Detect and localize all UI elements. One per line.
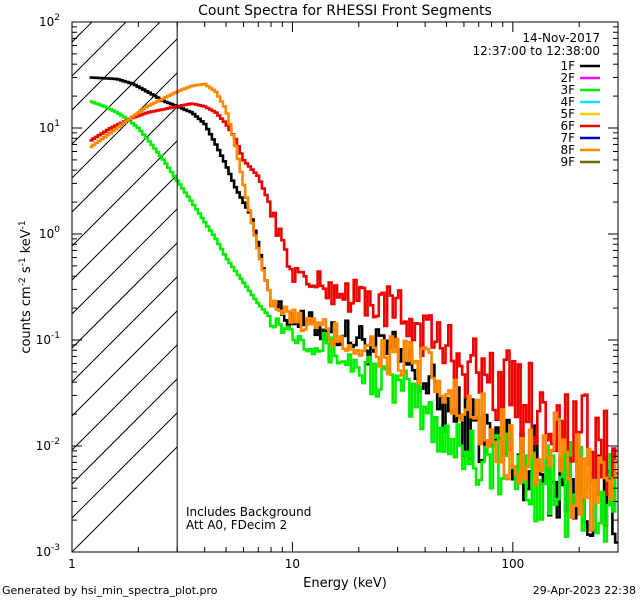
hatch-line xyxy=(72,446,178,552)
legend-label-8F: 8F xyxy=(560,143,575,157)
y-tick-label: 10-2 xyxy=(36,437,60,453)
y-label-part: keV xyxy=(19,229,34,257)
y-label-exp: -1 xyxy=(18,257,28,266)
hatch-line xyxy=(72,72,178,179)
y-label-part: counts cm xyxy=(19,286,34,353)
time-range: 12:37:00 to 12:38:00 xyxy=(473,44,600,58)
series-group xyxy=(89,76,618,544)
hatch-line xyxy=(72,38,178,145)
hatch-line xyxy=(72,0,177,8)
hatch-line xyxy=(72,22,93,43)
legend-label-6F: 6F xyxy=(560,119,575,133)
legend-label-5F: 5F xyxy=(560,107,575,121)
hatch-line xyxy=(72,412,178,519)
legend-label-3F: 3F xyxy=(560,83,575,97)
note-attenuator: Att A0, FDecim 2 xyxy=(186,518,287,532)
hatch-line xyxy=(72,310,178,417)
y-tick-label: 101 xyxy=(39,119,60,135)
x-axis-label: Energy (keV) xyxy=(303,576,387,591)
x-tick-label: 100 xyxy=(501,557,524,571)
hatch-line xyxy=(72,242,178,349)
legend-label-9F: 9F xyxy=(560,155,575,169)
series-6F xyxy=(89,102,618,496)
series-1F xyxy=(89,76,618,544)
note-background: Includes Background xyxy=(186,505,311,519)
y-tick-label: 10-3 xyxy=(36,543,60,559)
series-8F xyxy=(89,82,618,532)
svg-text:counts cm-2 s-1 keV-1: counts cm-2 s-1 keV-1 xyxy=(18,220,34,353)
hatch-line xyxy=(72,208,178,315)
y-axis-label: counts cm-2 s-1 keV-1 xyxy=(18,220,34,353)
hatch-line xyxy=(72,378,178,485)
legend-label-4F: 4F xyxy=(560,95,575,109)
hatch-line xyxy=(72,344,178,451)
legend-label-1F: 1F xyxy=(560,59,575,73)
chart-title: Count Spectra for RHESSI Front Segments xyxy=(198,3,492,19)
plot-frame xyxy=(71,21,619,553)
y-label-part: s xyxy=(19,266,34,277)
y-label-exp: -1 xyxy=(18,220,28,229)
y-tick-label: 10-1 xyxy=(36,331,60,347)
x-tick-label: 1 xyxy=(68,557,76,571)
y-tick-label: 100 xyxy=(39,225,60,241)
observation-date: 14-Nov-2017 xyxy=(522,31,600,45)
legend-label-2F: 2F xyxy=(560,71,575,85)
hatch-line xyxy=(72,140,178,247)
y-label-exp: -2 xyxy=(18,277,28,286)
footer-timestamp: 29-Apr-2023 22:38 xyxy=(533,584,636,597)
hatch-line xyxy=(72,22,161,111)
axis-ticks: 102 101 100 10-1 10-2 10-3 1 10 100 xyxy=(36,13,619,571)
y-tick-label: 102 xyxy=(39,13,60,29)
hatch-line xyxy=(72,276,178,383)
legend-label-7F: 7F xyxy=(560,131,575,145)
hatch-line xyxy=(72,22,127,77)
hatch-line xyxy=(72,174,178,281)
x-tick-label: 10 xyxy=(285,557,300,571)
hatch-line xyxy=(72,106,178,213)
generated-by: Generated by hsi_min_spectra_plot.pro xyxy=(2,584,218,597)
series-3F xyxy=(89,100,618,543)
